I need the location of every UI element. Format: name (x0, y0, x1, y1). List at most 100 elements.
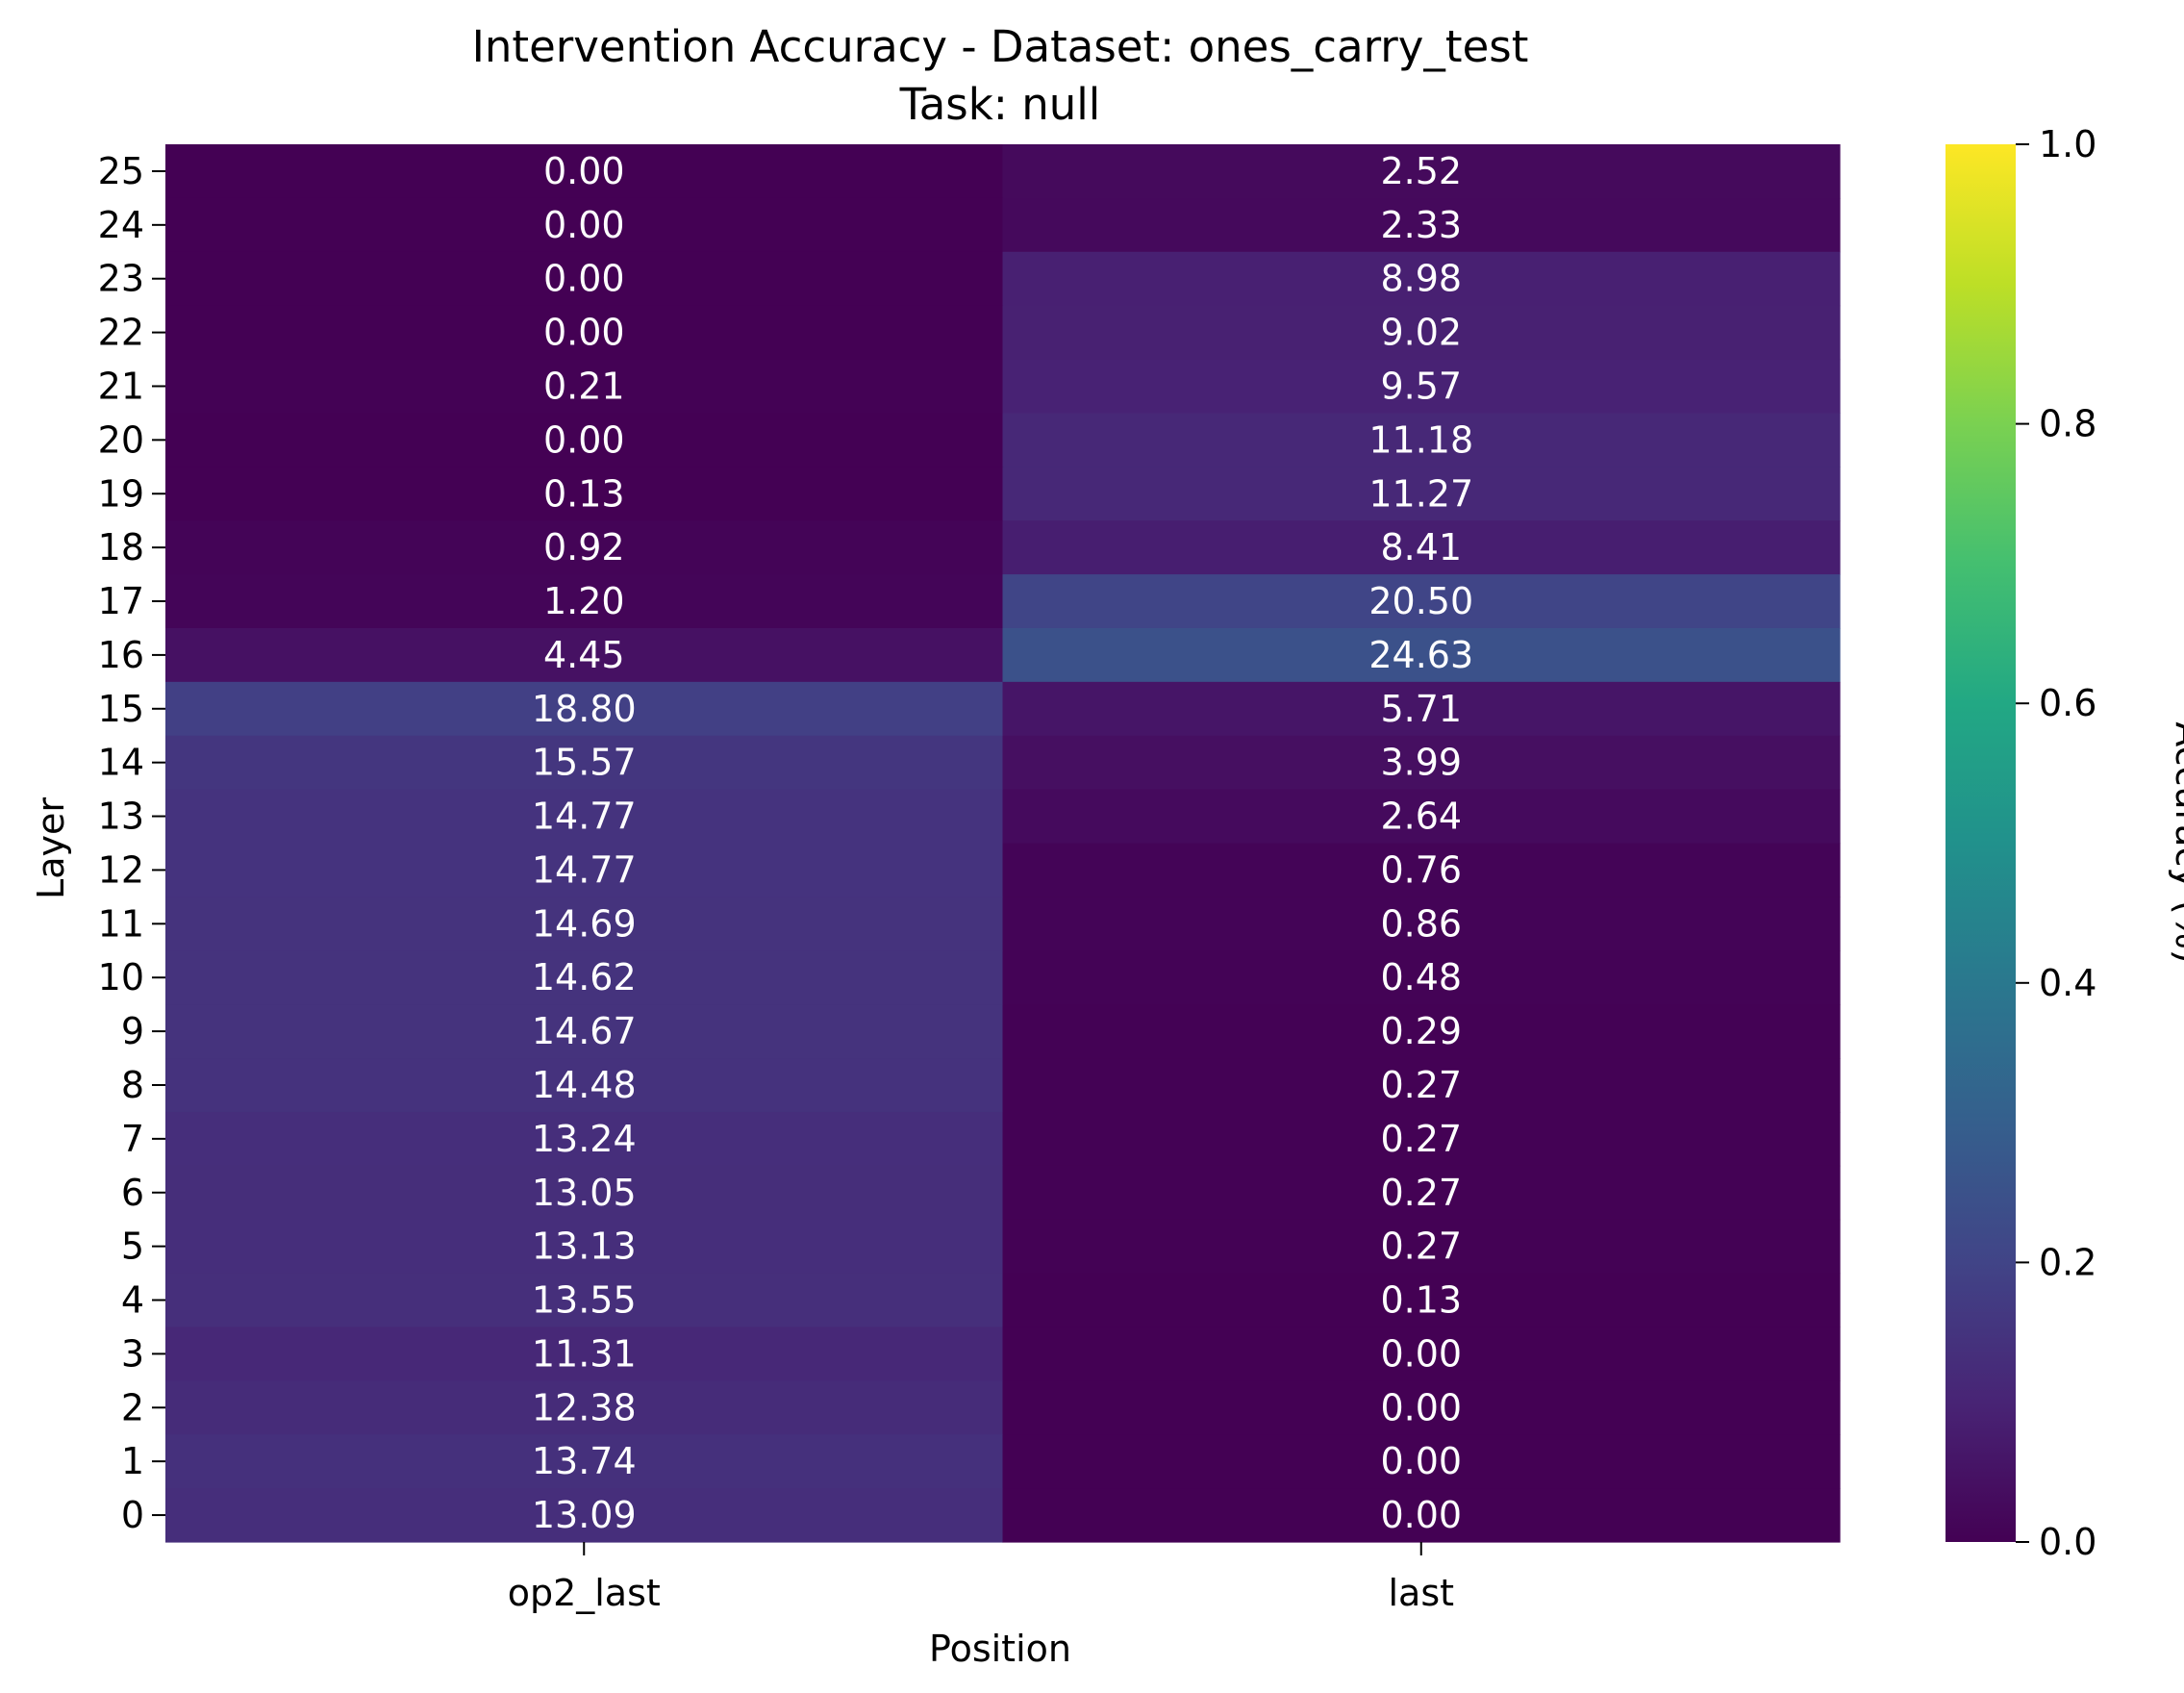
y-tick-label: 16 (98, 634, 144, 676)
y-tick-label: 1 (121, 1440, 144, 1482)
cell-value-label: 0.76 (1380, 848, 1462, 891)
y-tick-label: 25 (98, 150, 144, 192)
cell-value-label: 13.55 (532, 1279, 637, 1322)
cell-value-label: 13.09 (532, 1494, 637, 1536)
cell-value-label: 0.29 (1380, 1010, 1462, 1052)
heatmap-cell (1002, 1327, 1841, 1381)
heatmap-cell (1002, 843, 1841, 897)
heatmap-cell (165, 789, 1004, 845)
heatmap-cell (1002, 197, 1841, 253)
heatmap-cell (165, 1165, 1004, 1221)
heatmap-cells (165, 144, 1841, 1543)
colorbar-ticks: 0.0 0.2 0.4 0.6 0.8 1.0 (2016, 123, 2096, 1563)
y-tick-label: 20 (98, 418, 144, 461)
heatmap-cell (165, 1004, 1004, 1059)
cell-value-label: 9.57 (1380, 365, 1462, 407)
cell-value-label: 0.00 (543, 150, 625, 192)
cell-value-label: 18.80 (532, 688, 637, 730)
y-tick-label: 7 (121, 1118, 144, 1160)
x-axis-label: Position (929, 1628, 1071, 1670)
colorbar-tick-label: 0.2 (2039, 1241, 2096, 1283)
heatmap-cell (165, 1327, 1004, 1381)
heatmap-cell (1002, 1219, 1841, 1275)
heatmap-cell (165, 735, 1004, 791)
cell-value-label: 14.69 (532, 902, 637, 945)
y-tick-label: 13 (98, 796, 144, 838)
cell-value-label: 0.27 (1380, 1172, 1462, 1214)
cell-value-label: 1.20 (543, 580, 625, 622)
colorbar-label: Accuracy (%) (2168, 721, 2184, 963)
cell-value-label: 20.50 (1368, 580, 1473, 622)
cell-value-label: 0.00 (543, 312, 625, 354)
heatmap-cell (1002, 251, 1841, 307)
cell-value-label: 0.00 (1380, 1386, 1462, 1428)
y-tick-label: 9 (121, 1010, 144, 1052)
cell-value-label: 14.67 (532, 1010, 637, 1052)
heatmap-cell (165, 1219, 1004, 1275)
y-tick-label: 6 (121, 1172, 144, 1214)
heatmap-cell (1002, 1380, 1841, 1435)
heatmap-cell (165, 359, 1004, 415)
heatmap-cell (165, 1111, 1004, 1167)
cell-value-label: 0.13 (1380, 1279, 1462, 1322)
heatmap-cell (165, 897, 1004, 951)
heatmap-cell (1002, 735, 1841, 791)
heatmap-cell (165, 843, 1004, 897)
heatmap-cell-labels: 0.00 2.52 0.00 2.33 0.00 8.98 0.00 9.02 0.21 9.57… (532, 150, 1473, 1536)
heatmap-cell (1002, 681, 1841, 737)
cell-value-label: 4.45 (543, 634, 625, 676)
y-tick-label: 24 (98, 204, 144, 246)
y-tick-label: 19 (98, 472, 144, 515)
y-tick-label: 2 (121, 1386, 144, 1428)
colorbar-tick-label: 0.6 (2039, 682, 2096, 724)
cell-value-label: 0.00 (1380, 1494, 1462, 1536)
cell-value-label: 2.64 (1380, 796, 1462, 838)
cell-value-label: 9.02 (1380, 312, 1462, 354)
heatmap-cell (1002, 627, 1841, 683)
cell-value-label: 2.52 (1380, 150, 1462, 192)
colorbar-tick-label: 0.8 (2039, 403, 2096, 445)
x-axis-ticks: op2_last last (508, 1542, 1454, 1614)
y-tick-label: 15 (98, 688, 144, 730)
cell-value-label: 3.99 (1380, 742, 1462, 784)
heatmap-cell (165, 1488, 1004, 1543)
heatmap-cell (165, 1273, 1004, 1328)
heatmap-cell (1002, 144, 1841, 199)
cell-value-label: 13.24 (532, 1118, 637, 1160)
y-tick-label: 18 (98, 526, 144, 569)
cell-value-label: 0.00 (1380, 1332, 1462, 1375)
cell-value-label: 13.05 (532, 1172, 637, 1214)
heatmap-cell (165, 1058, 1004, 1113)
cell-value-label: 14.62 (532, 956, 637, 998)
cell-value-label: 11.18 (1368, 418, 1473, 461)
cell-value-label: 11.27 (1368, 472, 1473, 515)
cell-value-label: 0.27 (1380, 1064, 1462, 1106)
heatmap-cell (165, 1434, 1004, 1489)
cell-value-label: 0.86 (1380, 902, 1462, 945)
cell-value-label: 14.77 (532, 796, 637, 838)
cell-value-label: 0.00 (543, 204, 625, 246)
y-tick-label: 3 (121, 1332, 144, 1375)
heatmap-cell (165, 197, 1004, 253)
heatmap-cell (1002, 467, 1841, 521)
cell-value-label: 14.77 (532, 848, 637, 891)
y-axis-ticks: 2524232221201918171615141312111098765432… (98, 150, 165, 1536)
cell-value-label: 0.00 (543, 418, 625, 461)
y-tick-label: 5 (121, 1226, 144, 1268)
y-tick-label: 17 (98, 580, 144, 622)
heatmap-cell (1002, 950, 1841, 1005)
cell-value-label: 12.38 (532, 1386, 637, 1428)
cell-value-label: 8.41 (1380, 526, 1462, 569)
y-axis-label: Layer (30, 797, 72, 899)
cell-value-label: 11.31 (532, 1332, 637, 1375)
cell-value-label: 5.71 (1380, 688, 1462, 730)
heatmap-cell (1002, 520, 1841, 575)
heatmap-cell (1002, 1434, 1841, 1489)
cell-value-label: 0.27 (1380, 1226, 1462, 1268)
cell-value-label: 0.27 (1380, 1118, 1462, 1160)
y-tick-label: 0 (121, 1494, 144, 1536)
cell-value-label: 14.48 (532, 1064, 637, 1106)
heatmap-cell (1002, 305, 1841, 361)
y-tick-label: 23 (98, 258, 144, 300)
heatmap-cell (1002, 574, 1841, 629)
